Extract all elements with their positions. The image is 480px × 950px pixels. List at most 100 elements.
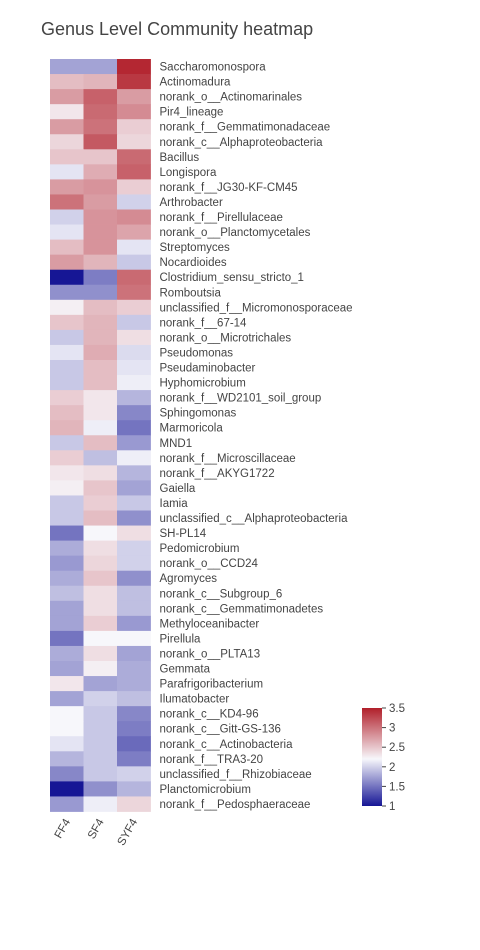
heatmap-cell xyxy=(50,104,84,120)
heatmap-cell xyxy=(83,329,118,346)
colorbar-tick-label: 3.5 xyxy=(389,703,405,715)
heatmap-cell xyxy=(117,420,151,436)
row-label: norank_f__67-14 xyxy=(160,317,248,329)
row-label: Actinomadura xyxy=(160,77,232,89)
row-label: Iamia xyxy=(160,498,189,510)
heatmap-cell xyxy=(117,600,151,617)
heatmap-cell xyxy=(83,269,118,286)
row-label: norank_f__Pirellulaceae xyxy=(160,212,283,224)
heatmap-cell xyxy=(117,344,151,361)
heatmap-cell xyxy=(50,736,84,752)
heatmap-cell xyxy=(50,420,84,436)
heatmap-cell xyxy=(50,495,84,511)
heatmap-cell xyxy=(117,796,151,812)
heatmap-cell xyxy=(83,585,118,602)
row-label: Clostridium_sensu_stricto_1 xyxy=(160,272,304,284)
row-label: unclassified_f__Micromonosporaceae xyxy=(160,302,353,314)
row-label: norank_c__KD4-96 xyxy=(160,709,259,721)
heatmap-cell xyxy=(117,254,151,271)
heatmap-cell xyxy=(117,465,151,481)
heatmap-cell xyxy=(83,164,118,180)
heatmap-cells xyxy=(50,59,151,812)
heatmap-cell xyxy=(83,495,118,511)
heatmap-cell xyxy=(117,164,151,180)
heatmap-cell xyxy=(117,570,151,587)
heatmap-cell xyxy=(83,239,118,256)
heatmap-cell xyxy=(50,435,84,451)
heatmap-cell xyxy=(83,314,118,331)
heatmap-cell xyxy=(117,540,151,557)
heatmap-cell xyxy=(50,766,84,782)
heatmap-cell xyxy=(50,630,84,647)
colorbar-tick-label: 2 xyxy=(389,762,395,774)
heatmap-cell xyxy=(50,585,84,602)
heatmap-cell xyxy=(117,495,151,511)
row-label: norank_f__Microscillaceae xyxy=(160,453,296,465)
heatmap-cell xyxy=(83,59,118,75)
column-label: FF4 xyxy=(53,816,74,840)
heatmap-cell xyxy=(117,751,151,767)
heatmap-cell xyxy=(83,344,118,361)
heatmap-cell xyxy=(83,465,118,481)
row-label: Planctomicrobium xyxy=(160,784,251,796)
row-label: Gemmata xyxy=(160,664,211,676)
heatmap-cell xyxy=(117,510,151,526)
heatmap-cell xyxy=(50,706,84,722)
row-label: Pirellula xyxy=(160,633,202,645)
heatmap-cell xyxy=(117,299,151,316)
row-label: norank_c__Actinobacteria xyxy=(160,739,294,751)
heatmap-cell xyxy=(50,269,84,286)
heatmap-cell xyxy=(83,630,118,647)
heatmap-cell xyxy=(83,209,118,225)
heatmap-cell xyxy=(117,661,151,677)
row-label: norank_c__Gemmatimonadetes xyxy=(160,603,324,615)
heatmap-cell xyxy=(117,525,151,541)
heatmap-cell xyxy=(117,239,151,256)
row-label: norank_f__WD2101_soil_group xyxy=(160,393,322,405)
row-label: SH-PL14 xyxy=(160,528,207,540)
row-label: norank_c__Gitt-GS-136 xyxy=(160,724,281,736)
row-label: Parafrigoribacterium xyxy=(160,679,264,691)
heatmap-cell xyxy=(117,74,151,90)
row-label: Nocardioides xyxy=(160,257,227,269)
heatmap-cell xyxy=(83,721,118,737)
heatmap-cell xyxy=(117,119,151,135)
heatmap-cell xyxy=(83,706,118,722)
heatmap-cell xyxy=(117,645,151,662)
row-label: Agromyces xyxy=(160,573,218,585)
heatmap-cell xyxy=(83,661,118,677)
row-label: Longispora xyxy=(160,167,218,179)
heatmap-cell xyxy=(50,570,84,587)
heatmap-cell xyxy=(50,465,84,481)
heatmap-cell xyxy=(83,766,118,782)
heatmap-cell xyxy=(83,570,118,587)
heatmap-cell xyxy=(50,615,84,632)
heatmap-cell xyxy=(50,480,84,496)
row-label: unclassified_f__Rhizobiaceae xyxy=(160,769,312,781)
heatmap-cell xyxy=(83,299,118,316)
heatmap-cell xyxy=(50,510,84,526)
heatmap-cell xyxy=(83,420,118,436)
heatmap-cell xyxy=(117,450,151,466)
colorbar-tick-label: 1 xyxy=(389,801,395,813)
heatmap-cell xyxy=(117,224,151,240)
heatmap-cell xyxy=(50,751,84,767)
heatmap-cell xyxy=(50,179,84,195)
heatmap-cell xyxy=(50,721,84,737)
heatmap-cell xyxy=(117,209,151,225)
heatmap-cell xyxy=(117,134,151,150)
heatmap-cell xyxy=(117,405,151,421)
heatmap-cell xyxy=(83,615,118,632)
heatmap-cell xyxy=(117,89,151,105)
row-label: Pseudaminobacter xyxy=(160,363,256,375)
row-label: norank_o__Planctomycetales xyxy=(160,227,311,239)
row-label: Ilumatobacter xyxy=(160,694,230,706)
heatmap-cell xyxy=(117,691,151,707)
heatmap-cell xyxy=(50,59,84,75)
heatmap-cell xyxy=(83,134,118,150)
heatmap-cell xyxy=(50,119,84,135)
heatmap-cell xyxy=(50,149,84,165)
heatmap-cell xyxy=(50,405,84,421)
heatmap-cell xyxy=(50,224,84,240)
